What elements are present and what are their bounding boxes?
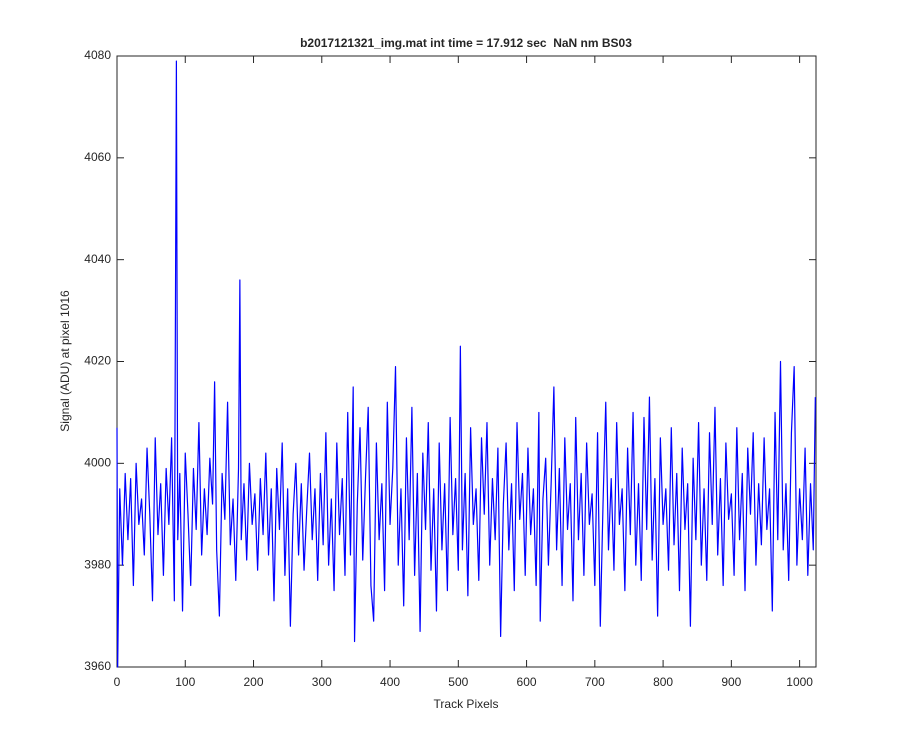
x-tick-label: 500	[448, 675, 468, 689]
y-tick-label: 4060	[84, 150, 111, 164]
y-tick-label: 4020	[84, 354, 111, 368]
y-tick-label: 4080	[84, 48, 111, 62]
x-tick-label: 200	[244, 675, 264, 689]
signal-line	[116, 60, 816, 668]
y-tick-label: 3960	[84, 659, 111, 673]
y-axis-label: Signal (ADU) at pixel 1016	[58, 290, 72, 432]
chart-title: b2017121321_img.mat int time = 17.912 se…	[300, 36, 632, 50]
x-tick-label: 400	[380, 675, 400, 689]
y-tick-label: 4000	[84, 456, 111, 470]
x-tick-label: 800	[653, 675, 673, 689]
x-tick-label: 100	[175, 675, 195, 689]
x-tick-label: 1000	[786, 675, 813, 689]
y-tick-label: 3980	[84, 557, 111, 571]
x-tick-label: 900	[721, 675, 741, 689]
x-tick-label: 0	[114, 675, 121, 689]
y-tick-label: 4040	[84, 252, 111, 266]
x-axis-label: Track Pixels	[434, 697, 499, 711]
x-tick-label: 700	[585, 675, 605, 689]
x-tick-label: 600	[517, 675, 537, 689]
x-tick-label: 300	[312, 675, 332, 689]
